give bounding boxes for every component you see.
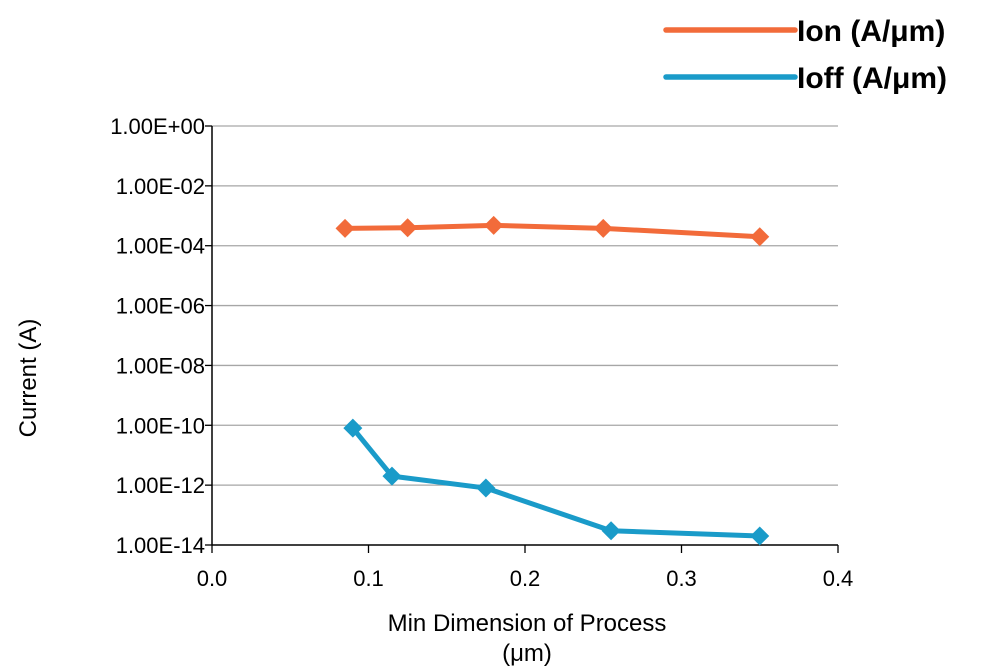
data-point-ioff	[476, 478, 496, 498]
x-tick-label: 0.2	[510, 566, 541, 591]
data-point-ion	[484, 215, 504, 235]
legend-label-ion: Ion (A/μm)	[797, 15, 945, 48]
series-line-ioff	[350, 425, 763, 539]
x-axis-ticks: 0.0 0.1 0.2 0.3 0.4	[197, 545, 854, 591]
x-axis-title-line-2: (μm)	[502, 640, 552, 667]
y-tick-label: 1.00E-02	[116, 174, 205, 199]
y-tick-label: 1.00E-14	[116, 533, 205, 558]
y-tick-label: 1.00E-08	[116, 353, 205, 378]
y-tick-label: 1.00E-06	[116, 294, 205, 319]
x-axis-title-line-1: Min Dimension of Process	[388, 610, 667, 637]
y-tick-label: 1.00E-10	[116, 413, 205, 438]
series-layer	[335, 215, 770, 546]
y-axis-title: Current (A)	[15, 319, 42, 438]
y-tick-label: 1.00E-12	[116, 473, 205, 498]
data-point-ioff	[343, 418, 363, 438]
legend: Ion (A/μm) Ioff (A/μm)	[663, 15, 947, 95]
series-ion	[335, 215, 770, 247]
grid-lines	[212, 125, 838, 486]
data-point-ion	[750, 227, 770, 247]
data-point-ioff	[601, 521, 621, 541]
y-axis-ticks: 1.00E+00 1.00E-02 1.00E-04 1.00E-06 1.00E-08…	[110, 114, 212, 558]
x-tick-label: 0.3	[666, 566, 697, 591]
y-tick-label: 1.00E-04	[116, 234, 205, 259]
axes	[211, 126, 838, 546]
legend-item-ioff: Ioff (A/μm)	[663, 62, 947, 95]
x-tick-label: 0.1	[353, 566, 384, 591]
legend-item-ion: Ion (A/μm)	[663, 15, 945, 48]
x-tick-label: 0.0	[197, 566, 228, 591]
data-point-ion	[398, 218, 418, 238]
data-point-ion	[335, 218, 355, 238]
data-point-ioff	[382, 466, 402, 486]
y-tick-label: 1.00E+00	[110, 114, 205, 139]
data-point-ioff	[750, 526, 770, 546]
legend-label-ioff: Ioff (A/μm)	[797, 62, 947, 95]
data-point-ion	[593, 218, 613, 238]
series-ioff	[343, 418, 770, 546]
x-tick-label: 0.4	[823, 566, 854, 591]
